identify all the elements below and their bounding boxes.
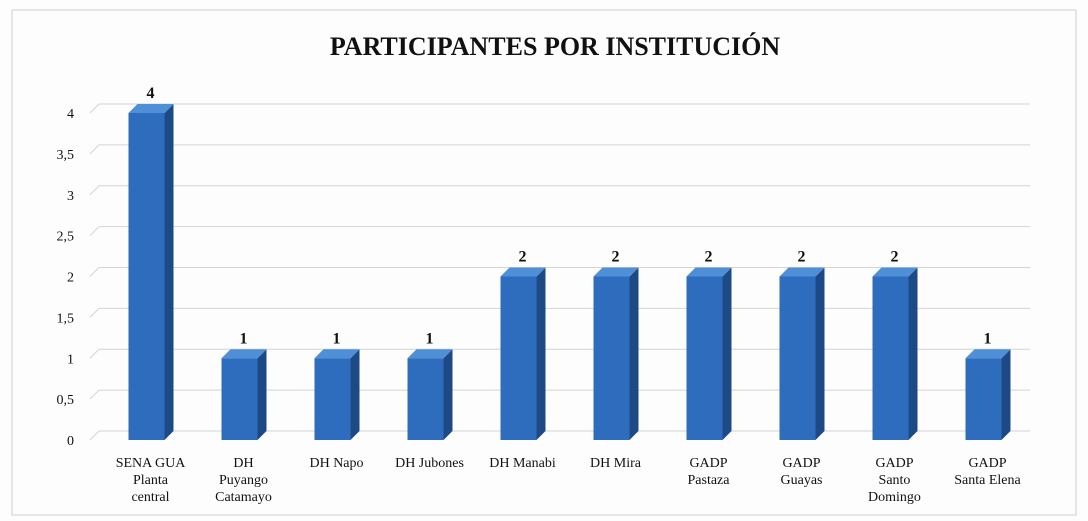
- bar-side: [722, 267, 732, 440]
- bar-side: [536, 267, 546, 440]
- grid-line-side: [89, 267, 100, 277]
- bar-front: [872, 276, 909, 440]
- data-label: 4: [147, 85, 155, 102]
- y-tick-label: 0: [67, 434, 74, 449]
- bar-top: [872, 267, 918, 277]
- x-tick-label: GADP Guayas: [780, 456, 823, 488]
- y-tick-label: 3: [67, 189, 74, 204]
- x-tick-label: DH Jubones: [395, 456, 464, 471]
- data-label: 2: [798, 249, 806, 266]
- x-tick-label: DH Puyango Catamayo: [215, 456, 272, 505]
- bar-top: [965, 349, 1011, 359]
- bar-front: [965, 358, 1002, 440]
- bar: [872, 267, 918, 440]
- grid-line-side: [89, 389, 100, 400]
- bar-side: [443, 349, 453, 440]
- data-label: 2: [705, 249, 713, 266]
- bar-side: [908, 267, 918, 440]
- bar-front: [221, 358, 258, 440]
- grid-line-side: [89, 103, 100, 114]
- y-tick-label: 2: [67, 271, 74, 286]
- x-tick-label: SENA GUA Planta central: [115, 456, 186, 505]
- bar-front: [593, 276, 630, 440]
- grid-line-side: [89, 226, 100, 236]
- bar-top: [221, 349, 267, 359]
- data-label: 1: [426, 330, 434, 347]
- grid-line-side: [89, 348, 100, 359]
- y-tick-label: 2,5: [57, 230, 75, 245]
- x-tick-label: GADP Santa Elena: [954, 456, 1021, 488]
- bar: [314, 349, 360, 440]
- bar-top: [500, 267, 546, 277]
- x-tick-label: DH Manabi: [489, 456, 556, 471]
- grid-line-side: [89, 430, 100, 441]
- bar: [128, 104, 174, 440]
- bar-top: [779, 267, 825, 277]
- bar-side: [257, 349, 267, 440]
- bar-top: [407, 349, 453, 359]
- data-label: 1: [984, 330, 992, 347]
- data-label: 2: [519, 249, 527, 266]
- grid-line-side: [89, 308, 100, 318]
- bar-side: [629, 267, 639, 440]
- data-label: 2: [612, 249, 620, 266]
- data-label: 2: [891, 249, 899, 266]
- y-tick-label: 3,5: [57, 148, 75, 163]
- bar: [965, 349, 1011, 440]
- bar-top: [593, 267, 639, 277]
- bar-front: [314, 358, 351, 440]
- x-tick-label: GADP Santo Domingo: [868, 456, 921, 505]
- bar: [779, 267, 825, 440]
- chart-frame: [11, 9, 1077, 516]
- bar: [500, 267, 546, 440]
- bar: [221, 349, 267, 440]
- y-tick-label: 0,5: [57, 393, 75, 408]
- bar-front: [407, 358, 444, 440]
- y-tick-label: 1: [67, 352, 74, 367]
- x-tick-label: DH Napo: [309, 456, 364, 471]
- bar-side: [164, 104, 174, 440]
- bar: [593, 267, 639, 440]
- bar-front: [686, 276, 723, 440]
- data-label: 1: [333, 330, 341, 347]
- bar: [407, 349, 453, 440]
- x-tick-label: DH Mira: [590, 456, 641, 471]
- bar-side: [1001, 349, 1011, 440]
- y-tick-label: 1,5: [57, 311, 75, 326]
- y-tick-label: 4: [67, 107, 74, 122]
- bar-front: [500, 276, 537, 440]
- bar-top: [314, 349, 360, 359]
- bar-side: [350, 349, 360, 440]
- x-tick-label: GADP Pastaza: [687, 456, 730, 488]
- bar-top: [686, 267, 732, 277]
- grid-line-side: [89, 144, 100, 155]
- data-label: 1: [240, 330, 248, 347]
- grid-line-side: [89, 185, 100, 196]
- chart-title: PARTICIPANTES POR INSTITUCIÓN: [330, 32, 781, 61]
- bar: [686, 267, 732, 440]
- bar-side: [815, 267, 825, 440]
- bar-front: [779, 276, 816, 440]
- bar-top: [128, 104, 174, 113]
- bar-front: [128, 113, 165, 440]
